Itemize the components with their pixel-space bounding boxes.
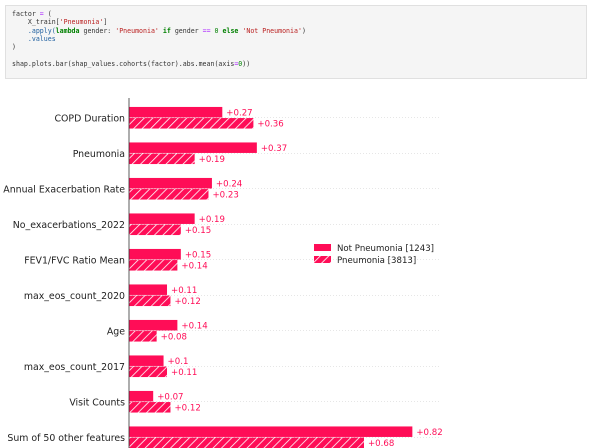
code-token: 'Pneumonia' [115, 26, 159, 35]
legend-swatch [314, 244, 331, 251]
bar-not-pneumonia [129, 390, 154, 402]
code-token: else [222, 26, 239, 35]
category-label: COPD Duration [55, 113, 126, 124]
bar-pneumonia [129, 366, 168, 378]
code-token: == [202, 26, 211, 35]
bar-value-label: +0.24 [216, 180, 242, 190]
category-label: Annual Exacerbation Rate [3, 184, 125, 195]
category-label: Visit Counts [69, 397, 125, 408]
bar-pneumonia [129, 118, 254, 129]
code-token: X_train[ [12, 18, 60, 27]
code-line: factor = ( [12, 10, 580, 18]
code-lines: factor = ( X_train['Pneumonia'] .apply(l… [12, 10, 580, 68]
bar-value-label: +0.15 [185, 251, 211, 261]
code-token: )) [242, 59, 251, 68]
code-token: if [162, 26, 171, 35]
bar-not-pneumonia [129, 284, 168, 295]
bar-value-label: +0.14 [181, 262, 207, 272]
legend-label: Pneumonia [3813] [337, 256, 416, 266]
bar-value-label: +0.11 [171, 286, 197, 296]
bar-not-pneumonia [129, 355, 164, 366]
category-label: Pneumonia [73, 149, 125, 160]
bar-pneumonia [129, 260, 178, 271]
shap-bar-chart: COPD Duration Pneumonia Annual Exacerbatio… [3, 98, 443, 448]
code-token: lambda [55, 26, 80, 35]
category-label: max_eos_count_2020 [24, 291, 125, 302]
code-token: = [234, 59, 239, 68]
category-label: FEV1/FVC Ratio Mean [24, 255, 125, 266]
code-token: shap.plots.bar(shap_values.cohorts(facto… [12, 59, 235, 68]
bar-value-label: +0.23 [212, 191, 238, 201]
bar-value-label: +0.07 [157, 393, 183, 403]
bar-value-label: +0.14 [181, 322, 207, 332]
code-token: ) [12, 43, 16, 52]
bar-value-label: +0.68 [368, 439, 394, 448]
code-token: 0 [214, 26, 219, 35]
category-label: max_eos_count_2017 [24, 362, 125, 373]
legend-swatch [314, 256, 331, 263]
code-line: X_train['Pneumonia'] [12, 18, 580, 26]
bar-value-label: +0.11 [171, 368, 197, 378]
category-label: Sum of 50 other features [7, 433, 125, 444]
bar-pneumonia [129, 153, 195, 165]
bar-value-label: +0.1 [168, 357, 189, 367]
bar-pneumonia [129, 402, 171, 413]
bar-value-label: +0.27 [226, 109, 252, 119]
code-token: factor [12, 10, 40, 18]
bar-not-pneumonia [129, 319, 178, 331]
bar-value-label: +0.12 [174, 404, 200, 414]
bar-pneumonia [129, 437, 364, 448]
code-token: ) [301, 26, 306, 35]
code-line: .values [12, 35, 580, 43]
code-token: .apply( [12, 26, 56, 35]
code-token: ] [103, 18, 108, 27]
bar-pneumonia [129, 331, 157, 342]
bar-value-label: +0.12 [174, 297, 200, 307]
code-token: = [39, 10, 44, 18]
bar-value-label: +0.36 [257, 120, 283, 130]
bar-not-pneumonia [129, 177, 212, 189]
bar-not-pneumonia [129, 426, 413, 437]
category-label: No_exacerbations_2022 [13, 220, 125, 231]
code-token: gender: [79, 26, 116, 35]
bar-value-label: +0.19 [199, 215, 225, 225]
code-token: 0 [238, 59, 243, 68]
code-line [12, 51, 580, 59]
code-cell[interactable]: factor = ( X_train['Pneumonia'] .apply(l… [5, 5, 587, 79]
bar-value-label: +0.37 [261, 144, 287, 154]
code-token: 'Pneumonia' [59, 18, 104, 27]
code-token: gender [170, 26, 203, 35]
code-line: shap.plots.bar(shap_values.cohorts(facto… [12, 60, 580, 68]
code-token: .values [12, 34, 56, 43]
bar-pneumonia [129, 189, 209, 200]
code-line: ) [12, 43, 580, 51]
bar-not-pneumonia [129, 106, 223, 118]
code-token: 'Not Pneumonia' [242, 26, 302, 35]
code-token: ( [43, 10, 52, 18]
bar-pneumonia [129, 224, 181, 236]
bar-value-label: +0.15 [185, 226, 211, 236]
legend-label: Not Pneumonia [1243] [337, 244, 434, 254]
bar-value-label: +0.82 [416, 428, 442, 438]
bar-pneumonia [129, 295, 171, 307]
category-label: Age [107, 326, 125, 337]
bar-not-pneumonia [129, 248, 181, 260]
code-line: .apply(lambda gender: 'Pneumonia' if gen… [12, 27, 580, 35]
bar-value-label: +0.08 [161, 333, 187, 343]
bar-value-label: +0.19 [199, 155, 225, 165]
bar-not-pneumonia [129, 213, 195, 224]
bar-not-pneumonia [129, 142, 257, 153]
